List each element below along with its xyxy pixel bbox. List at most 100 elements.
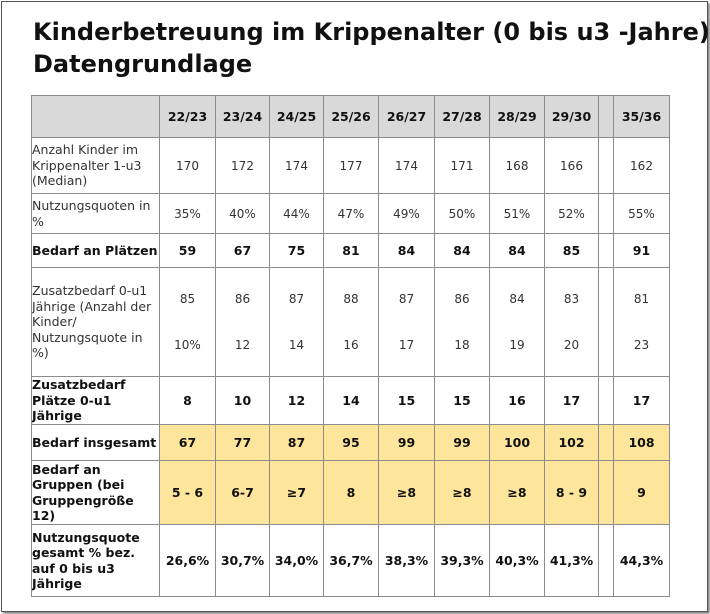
row-label: Nutzungsquote gesamt % bez. auf 0 bis u3… — [31, 524, 160, 597]
row-label: Nutzungsquoten in % — [31, 193, 160, 234]
page-title: Kinderbetreuung im Krippenalter (0 bis u… — [33, 16, 710, 80]
cell-value-count: 87 — [398, 292, 415, 306]
table-cell: 39,3% — [434, 524, 490, 597]
table-cell: 75 — [269, 233, 324, 268]
column-header: 24/25 — [269, 95, 324, 138]
table-cell: 83 20 — [544, 267, 599, 377]
table-cell: 41,3% — [544, 524, 599, 597]
cell-value-quota: 18 — [454, 338, 470, 352]
table-cell: 87 17 — [378, 267, 435, 377]
table-cell: 168 — [489, 137, 545, 194]
table-cell: 17 — [544, 376, 599, 425]
cell-value-count: 85 — [179, 292, 196, 306]
table-cell: 84 — [489, 233, 545, 268]
table-cell: 102 — [544, 424, 599, 461]
table-row: Zusatzbedarf Plätze 0-u1 Jährige 8 10 12 14 1… — [31, 376, 670, 425]
data-table: 22/23 23/24 24/25 25/26 26/27 27/28 28/2… — [31, 95, 670, 597]
table-cell: 84 — [378, 233, 435, 268]
table-cell: 50% — [434, 193, 490, 234]
gap-cell — [598, 233, 614, 268]
table-cell: 87 — [269, 424, 324, 461]
table-cell: 86 12 — [215, 267, 270, 377]
table-cell: 40% — [215, 193, 270, 234]
table-cell: 166 — [544, 137, 599, 194]
header-corner-cell — [31, 95, 160, 138]
table-cell: 15 — [378, 376, 435, 425]
table-cell: 88 16 — [323, 267, 379, 377]
row-label: Bedarf insgesamt — [31, 424, 160, 461]
column-header: 29/30 — [544, 95, 599, 138]
table-cell: 84 19 — [489, 267, 545, 377]
table-cell: 34,0% — [269, 524, 324, 597]
table-cell: 15 — [434, 376, 490, 425]
table-cell: ≥7 — [269, 460, 324, 525]
table-cell: 177 — [323, 137, 379, 194]
row-label: Anzahl Kinder im Krippenalter 1-u3 (Medi… — [31, 137, 160, 194]
table-cell: 99 — [378, 424, 435, 461]
table-cell: 170 — [159, 137, 216, 194]
table-cell: 100 — [489, 424, 545, 461]
row-label: Zusatzbedarf 0-u1 Jährige (Anzahl der Ki… — [31, 267, 160, 377]
table-cell: 85 — [544, 233, 599, 268]
table-cell: 10 — [215, 376, 270, 425]
table-cell: ≥8 — [434, 460, 490, 525]
table-row: Bedarf insgesamt 67 77 87 95 99 99 100 102 108 — [31, 424, 670, 461]
cell-value-quota: 10% — [174, 338, 201, 352]
cell-value-count: 84 — [509, 292, 525, 306]
table-row: Anzahl Kinder im Krippenalter 1-u3 (Medi… — [31, 137, 670, 194]
table-cell: 91 — [613, 233, 670, 268]
table-cell: ≥8 — [378, 460, 435, 525]
table-cell: 40,3% — [489, 524, 545, 597]
column-header: 25/26 — [323, 95, 379, 138]
table-cell: 38,3% — [378, 524, 435, 597]
table-row: Zusatzbedarf 0-u1 Jährige (Anzahl der Ki… — [31, 267, 670, 377]
cell-value-quota: 14 — [288, 338, 305, 352]
gap-column-header — [598, 95, 614, 138]
table-cell: 16 — [489, 376, 545, 425]
table-cell: 67 — [215, 233, 270, 268]
gap-cell — [598, 137, 614, 194]
table-cell: 77 — [215, 424, 270, 461]
table-cell: 59 — [159, 233, 216, 268]
table-cell: 86 18 — [434, 267, 490, 377]
table-cell: 44% — [269, 193, 324, 234]
cell-value-quota: 23 — [633, 338, 650, 352]
title-line-1: Kinderbetreuung im Krippenalter (0 bis u… — [33, 18, 710, 46]
table-cell: 17 — [613, 376, 670, 425]
column-header: 22/23 — [159, 95, 216, 138]
table-cell: 9 — [613, 460, 670, 525]
cell-value-count: 83 — [563, 292, 580, 306]
table-cell: 99 — [434, 424, 490, 461]
column-header: 26/27 — [378, 95, 435, 138]
table-row: Bedarf an Plätzen 59 67 75 81 84 84 84 85 91 — [31, 233, 670, 268]
column-header: 28/29 — [489, 95, 545, 138]
table-cell: 174 — [378, 137, 435, 194]
table-cell: 172 — [215, 137, 270, 194]
table-cell: 44,3% — [613, 524, 670, 597]
table-cell: 84 — [434, 233, 490, 268]
table-cell: 108 — [613, 424, 670, 461]
table-cell: 8 - 9 — [544, 460, 599, 525]
column-header: 35/36 — [613, 95, 670, 138]
table-row: Nutzungsquote gesamt % bez. auf 0 bis u3… — [31, 524, 670, 597]
gap-cell — [598, 524, 614, 597]
table-cell: 26,6% — [159, 524, 216, 597]
row-label: Bedarf an Gruppen (bei Gruppengröße 12) — [31, 460, 160, 525]
gap-cell — [598, 460, 614, 525]
title-line-2: Datengrundlage — [33, 50, 253, 78]
gap-cell — [598, 267, 614, 377]
table-cell: 36,7% — [323, 524, 379, 597]
table-cell: 55% — [613, 193, 670, 234]
table-row: Nutzungsquoten in % 35% 40% 44% 47% 49% 50% 51%… — [31, 193, 670, 234]
table-cell: 85 10% — [159, 267, 216, 377]
cell-value-quota: 19 — [509, 338, 525, 352]
table-cell: 52% — [544, 193, 599, 234]
table-cell: 162 — [613, 137, 670, 194]
table-cell: 87 14 — [269, 267, 324, 377]
cell-value-quota: 16 — [343, 338, 359, 352]
gap-cell — [598, 424, 614, 461]
cell-value-count: 88 — [343, 292, 359, 306]
table-cell: 8 — [159, 376, 216, 425]
cell-value-quota: 20 — [563, 338, 580, 352]
table-cell: 95 — [323, 424, 379, 461]
